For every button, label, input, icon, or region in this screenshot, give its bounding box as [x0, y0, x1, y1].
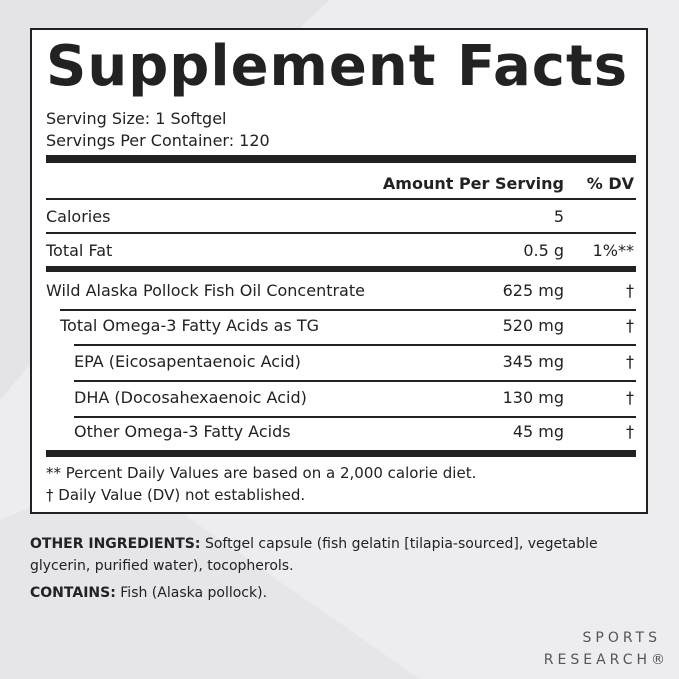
row-dv: †: [626, 388, 634, 407]
row-dv: †: [626, 352, 634, 371]
rule: [46, 232, 636, 234]
row-amount: 5: [553, 207, 564, 226]
row-name: Total Fat: [46, 241, 113, 260]
title: Supplement Facts: [46, 34, 629, 99]
rule: [46, 198, 636, 200]
footnote: ** Percent Daily Values are based on a 2…: [46, 464, 477, 482]
row-name: DHA (Docosahexaenoic Acid): [74, 388, 307, 407]
label: OTHER INGREDIENTS:: [30, 536, 201, 552]
row-amount: 625 mg: [502, 281, 564, 300]
row-name: Wild Alaska Pollock Fish Oil Concentrate: [46, 281, 365, 300]
facts-panel: Supplement Facts Serving Size: 1 Softgel…: [30, 28, 648, 514]
row-dv: †: [626, 316, 634, 335]
row-name: Total Omega-3 Fatty Acids as TG: [60, 316, 319, 335]
brand-line: RESEARCH®: [543, 652, 669, 668]
row-amount: 130 mg: [502, 388, 564, 407]
text: Fish (Alaska pollock).: [120, 585, 268, 601]
thick-rule: [46, 450, 636, 457]
thick-rule: [46, 266, 636, 272]
amount-header: Amount Per Serving: [382, 174, 564, 193]
rule: [60, 309, 636, 311]
row-dv: †: [626, 422, 634, 441]
row-name: Calories: [46, 207, 111, 226]
row-name: EPA (Eicosapentaenoic Acid): [74, 352, 301, 371]
rule: [74, 416, 636, 418]
contains: CONTAINS: Fish (Alaska pollock).: [30, 582, 620, 604]
thick-rule: [46, 155, 636, 163]
row-amount: 45 mg: [512, 422, 564, 441]
servings-per-container: Servings Per Container: 120: [46, 131, 270, 150]
row-amount: 0.5 g: [523, 241, 564, 260]
row-dv: †: [626, 281, 634, 300]
other-ingredients: OTHER INGREDIENTS: Softgel capsule (fish…: [30, 533, 620, 577]
text: Softgel capsule (fish gelatin [tilapia-s…: [30, 536, 598, 574]
brand-line: SPORTS: [582, 630, 661, 646]
row-amount: 345 mg: [502, 352, 564, 371]
row-amount: 520 mg: [502, 316, 564, 335]
row-name: Other Omega-3 Fatty Acids: [74, 422, 291, 441]
rule: [74, 380, 636, 382]
dv-header: % DV: [586, 174, 634, 193]
row-dv: 1%**: [592, 241, 634, 260]
rule: [74, 344, 636, 346]
label: CONTAINS:: [30, 585, 116, 601]
serving-size: Serving Size: 1 Softgel: [46, 109, 227, 128]
footnote: † Daily Value (DV) not established.: [46, 486, 306, 504]
